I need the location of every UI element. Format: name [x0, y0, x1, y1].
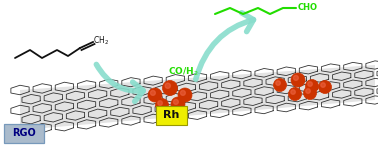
Circle shape: [158, 101, 162, 105]
Circle shape: [321, 83, 325, 87]
Circle shape: [165, 83, 170, 88]
Polygon shape: [20, 65, 375, 130]
Circle shape: [291, 73, 305, 87]
Circle shape: [155, 99, 169, 112]
FancyBboxPatch shape: [155, 106, 186, 125]
Circle shape: [291, 90, 295, 94]
Circle shape: [171, 97, 185, 111]
Circle shape: [308, 82, 312, 86]
Circle shape: [163, 80, 178, 95]
Text: CH$_2$: CH$_2$: [93, 35, 109, 47]
FancyArrowPatch shape: [96, 64, 143, 101]
Circle shape: [178, 88, 192, 102]
Text: Rh: Rh: [163, 110, 179, 120]
FancyArrowPatch shape: [196, 13, 254, 79]
Circle shape: [305, 80, 319, 93]
Circle shape: [174, 99, 178, 104]
Text: CO/H$_2$: CO/H$_2$: [168, 66, 198, 78]
Circle shape: [288, 87, 302, 100]
FancyBboxPatch shape: [4, 124, 44, 143]
Circle shape: [150, 91, 155, 95]
Circle shape: [180, 91, 185, 95]
Circle shape: [319, 80, 332, 93]
Circle shape: [274, 79, 287, 92]
Circle shape: [306, 89, 310, 93]
Circle shape: [293, 75, 298, 80]
Circle shape: [276, 81, 280, 85]
Text: RGO: RGO: [12, 128, 36, 138]
Circle shape: [304, 86, 316, 100]
Circle shape: [148, 88, 162, 102]
Text: CHO: CHO: [298, 4, 318, 13]
